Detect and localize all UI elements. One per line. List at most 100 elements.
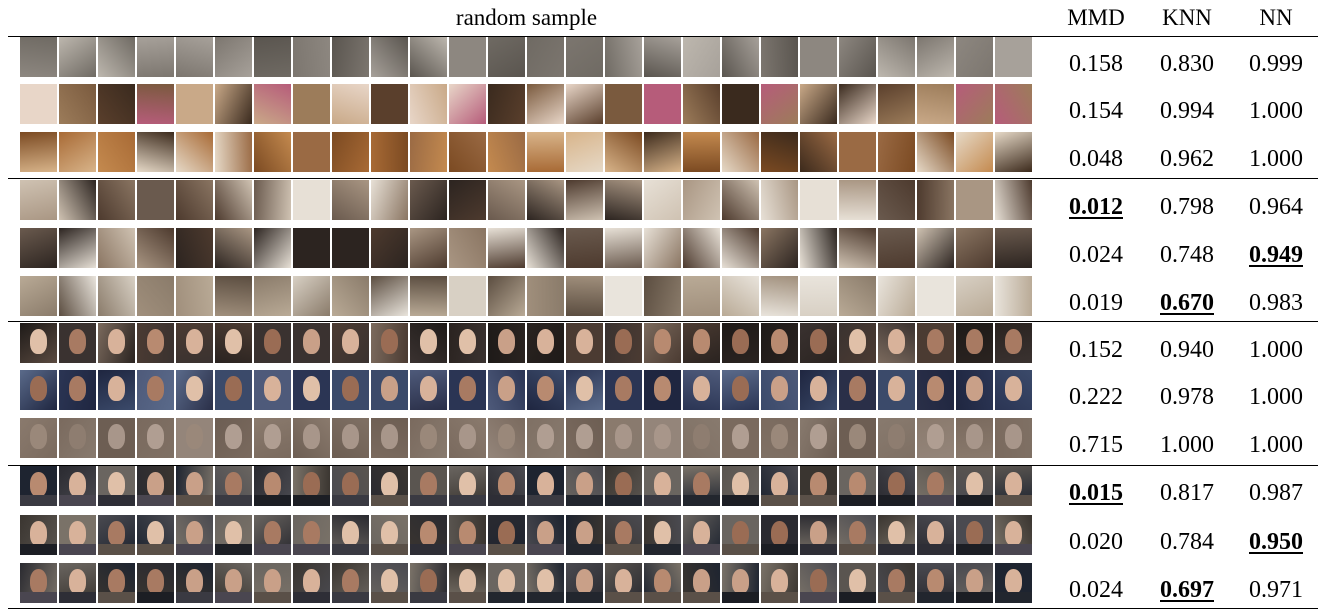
sample-thumbnail xyxy=(254,515,291,555)
sample-thumbnail xyxy=(605,132,642,172)
sample-thumbnail xyxy=(566,515,603,555)
sample-thumbnail xyxy=(761,37,798,77)
sample-thumbnail xyxy=(878,563,915,603)
sample-thumbnail xyxy=(605,323,642,363)
mmd-value: 0.048 xyxy=(1069,146,1123,172)
sample-strip xyxy=(20,84,1033,124)
sample-thumbnail xyxy=(956,228,993,268)
sample-thumbnail xyxy=(527,515,564,555)
sample-thumbnail xyxy=(605,466,642,506)
sample-strip xyxy=(20,180,1033,220)
sample-thumbnail xyxy=(917,132,954,172)
sample-thumbnail xyxy=(839,418,876,458)
sample-strip xyxy=(20,370,1033,410)
sample-thumbnail xyxy=(449,563,486,603)
sample-thumbnail xyxy=(761,370,798,410)
sample-thumbnail xyxy=(332,276,369,316)
sample-thumbnail xyxy=(878,515,915,555)
sample-thumbnail xyxy=(371,228,408,268)
sample-thumbnail xyxy=(566,180,603,220)
sample-thumbnail xyxy=(410,563,447,603)
sample-thumbnail xyxy=(332,180,369,220)
sample-thumbnail xyxy=(215,132,252,172)
sample-thumbnail xyxy=(293,180,330,220)
sample-thumbnail xyxy=(683,37,720,77)
sample-thumbnail xyxy=(683,228,720,268)
sample-thumbnail xyxy=(761,563,798,603)
sample-thumbnail xyxy=(995,84,1032,124)
sample-thumbnail xyxy=(137,84,174,124)
sample-thumbnail xyxy=(254,132,291,172)
sample-strip xyxy=(20,323,1033,363)
sample-thumbnail xyxy=(20,515,57,555)
table-rule xyxy=(8,321,1318,322)
sample-thumbnail xyxy=(956,84,993,124)
sample-thumbnail xyxy=(917,418,954,458)
sample-thumbnail xyxy=(371,180,408,220)
sample-thumbnail xyxy=(566,466,603,506)
sample-thumbnail xyxy=(20,370,57,410)
nn-value: 1.000 xyxy=(1249,384,1303,410)
sample-thumbnail xyxy=(449,418,486,458)
sample-thumbnail xyxy=(683,323,720,363)
sample-thumbnail xyxy=(878,228,915,268)
sample-thumbnail xyxy=(449,84,486,124)
sample-thumbnail xyxy=(215,370,252,410)
nn-value: 1.000 xyxy=(1249,337,1303,363)
sample-thumbnail xyxy=(254,180,291,220)
sample-thumbnail xyxy=(332,37,369,77)
sample-thumbnail xyxy=(800,84,837,124)
sample-thumbnail xyxy=(995,132,1032,172)
sample-thumbnail xyxy=(20,180,57,220)
sample-thumbnail xyxy=(176,84,213,124)
sample-thumbnail xyxy=(722,466,759,506)
table-rule xyxy=(8,36,1318,37)
sample-thumbnail xyxy=(722,228,759,268)
sample-thumbnail xyxy=(644,132,681,172)
sample-thumbnail xyxy=(371,276,408,316)
sample-thumbnail xyxy=(839,37,876,77)
sample-thumbnail xyxy=(137,370,174,410)
sample-thumbnail xyxy=(410,84,447,124)
sample-thumbnail xyxy=(800,276,837,316)
sample-thumbnail xyxy=(371,370,408,410)
sample-thumbnail xyxy=(683,418,720,458)
sample-thumbnail xyxy=(722,563,759,603)
knn-value: 0.940 xyxy=(1160,337,1214,363)
sample-thumbnail xyxy=(59,37,96,77)
sample-thumbnail xyxy=(293,418,330,458)
knn-value: 1.000 xyxy=(1160,432,1214,458)
sample-thumbnail xyxy=(527,466,564,506)
sample-thumbnail xyxy=(722,84,759,124)
sample-thumbnail xyxy=(917,276,954,316)
sample-thumbnail xyxy=(254,276,291,316)
sample-thumbnail xyxy=(605,370,642,410)
sample-thumbnail xyxy=(449,228,486,268)
knn-value: 0.784 xyxy=(1160,529,1214,555)
sample-thumbnail xyxy=(98,37,135,77)
header-random-sample: random sample xyxy=(455,5,598,30)
sample-thumbnail xyxy=(644,323,681,363)
mmd-value: 0.024 xyxy=(1069,577,1123,603)
sample-thumbnail xyxy=(683,370,720,410)
nn-value: 0.999 xyxy=(1249,51,1303,77)
sample-thumbnail xyxy=(761,418,798,458)
sample-thumbnail xyxy=(995,466,1032,506)
sample-thumbnail xyxy=(332,228,369,268)
sample-thumbnail xyxy=(59,132,96,172)
sample-thumbnail xyxy=(722,323,759,363)
sample-thumbnail xyxy=(878,132,915,172)
sample-thumbnail xyxy=(566,228,603,268)
knn-value: 0.798 xyxy=(1160,194,1214,220)
sample-thumbnail xyxy=(59,84,96,124)
sample-thumbnail xyxy=(800,370,837,410)
sample-thumbnail xyxy=(332,370,369,410)
sample-thumbnail xyxy=(371,563,408,603)
sample-thumbnail xyxy=(137,37,174,77)
sample-thumbnail xyxy=(839,276,876,316)
sample-thumbnail xyxy=(527,132,564,172)
mmd-value: 0.222 xyxy=(1069,384,1123,410)
sample-thumbnail xyxy=(98,515,135,555)
sample-thumbnail xyxy=(176,563,213,603)
sample-thumbnail xyxy=(527,84,564,124)
